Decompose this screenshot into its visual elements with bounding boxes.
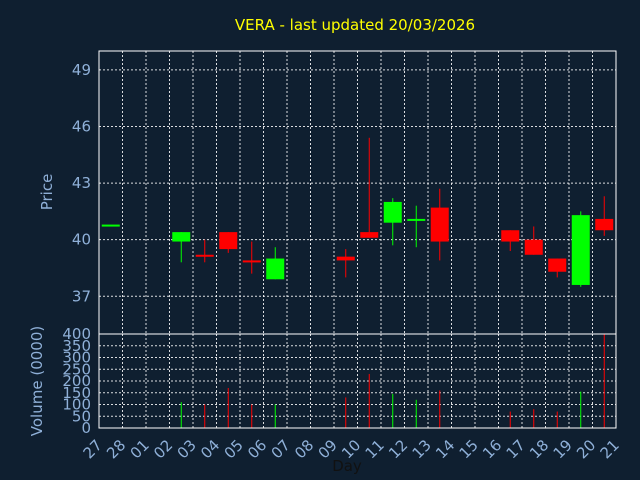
candle-body [266,258,285,280]
candle-body [501,230,520,242]
candle-body [101,224,120,227]
x-tick-label: 13 [409,436,435,462]
x-tick-label: 08 [291,436,317,462]
candle-body [195,254,214,257]
candle-body [430,207,449,242]
price-axis-label: Price [38,174,56,211]
candle-body [407,218,426,221]
price-tick-labels: 37 40 43 46 49 [72,61,91,305]
candle-body [336,256,355,261]
volume-tick-label: 0 [81,419,91,437]
x-tick-label: 21 [597,436,623,462]
x-tick-label: 18 [526,436,552,462]
x-tick-label: 07 [268,436,294,462]
volume-tick-label: 150 [62,384,91,402]
price-tick-label: 46 [72,117,91,135]
x-tick-label: 28 [103,436,129,462]
x-tick-label: 01 [127,436,153,462]
x-tick-label: 11 [362,436,388,462]
x-tick-label: 19 [550,436,576,462]
candle-body [571,215,590,285]
x-tick-label: 06 [244,436,270,462]
candle-body [524,239,543,255]
x-tick-label: 20 [573,436,599,462]
x-tick-label: 17 [503,436,529,462]
candle-body [172,232,191,242]
candles-layer [101,137,614,287]
candle-body [383,201,402,223]
volume-tick-label: 50 [72,407,91,425]
volume-bars-layer [180,334,605,428]
volume-tick-label: 200 [62,372,91,390]
candle-body [219,232,238,250]
x-tick-label: 12 [385,436,411,462]
price-grid [98,51,617,334]
x-tick-label: 14 [432,436,458,462]
price-tick-label: 43 [72,174,91,192]
volume-axis-label: Volume (0000) [28,326,46,436]
volume-tick-label: 250 [62,360,91,378]
volume-tick-label: 400 [62,325,91,343]
candle-body [595,218,614,231]
volume-grid [98,333,617,429]
price-tick-label: 40 [72,231,91,249]
x-tick-label: 15 [456,436,482,462]
candle-body [360,232,379,238]
x-tick-label: 16 [479,436,505,462]
x-tick-label: 04 [197,436,223,462]
volume-tick-label: 350 [62,337,91,355]
volume-panel-frame [98,333,617,429]
x-axis-label: Day [332,457,362,475]
price-tick-label: 37 [72,287,91,305]
x-tick-label: 02 [150,436,176,462]
volume-tick-label: 300 [62,349,91,367]
candle-body [548,258,567,272]
price-tick-label: 49 [72,61,91,79]
volume-tick-label: 100 [62,396,91,414]
x-tick-label: 05 [221,436,247,462]
x-tick-label: 27 [80,436,106,462]
chart-title: VERA - last updated 20/03/2026 [235,16,475,34]
x-tick-label: 03 [174,436,200,462]
candle-body [242,260,261,263]
